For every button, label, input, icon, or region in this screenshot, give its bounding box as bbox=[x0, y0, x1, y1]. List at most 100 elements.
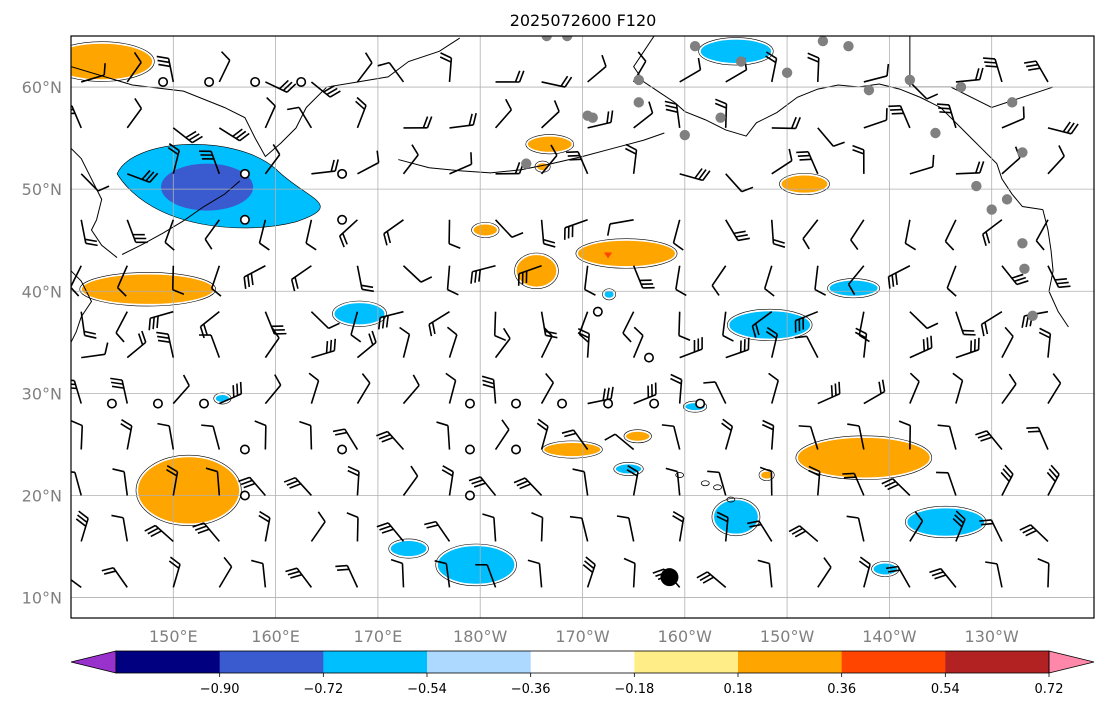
wind-barb bbox=[199, 334, 221, 358]
wind-barb bbox=[582, 556, 596, 588]
calm-wind-circle bbox=[204, 76, 215, 87]
wind-barb bbox=[696, 571, 727, 588]
calm-wind-circle bbox=[603, 398, 614, 409]
island bbox=[675, 472, 685, 478]
wind-barb bbox=[563, 219, 588, 240]
gray-station-dot bbox=[986, 204, 997, 215]
wind-barb bbox=[1047, 145, 1065, 175]
wind-barb bbox=[310, 511, 326, 542]
calm-wind-circle bbox=[198, 398, 209, 409]
wind-barb bbox=[144, 524, 174, 543]
wind-barb bbox=[201, 424, 221, 450]
wind-barb bbox=[863, 379, 886, 405]
wind-barb bbox=[441, 465, 454, 496]
wind-barb bbox=[540, 311, 558, 339]
wind-barb bbox=[311, 159, 339, 175]
wind-barb bbox=[747, 520, 773, 542]
wind-barb bbox=[494, 419, 510, 450]
wind-barb bbox=[679, 337, 703, 359]
gray-station-dot bbox=[633, 74, 644, 86]
wind-barb bbox=[399, 326, 411, 358]
wind-barb bbox=[661, 424, 681, 450]
wind-barb bbox=[254, 420, 267, 450]
anomaly-contour bbox=[698, 37, 774, 66]
wind-barb bbox=[264, 311, 287, 335]
colorbar-swatch bbox=[738, 651, 843, 673]
colorbar-swatch bbox=[530, 651, 635, 673]
wind-barb bbox=[258, 510, 271, 542]
colorbar-tick-label: 0.18 bbox=[724, 682, 753, 697]
lon-tick-label: 150°E bbox=[149, 627, 198, 646]
wind-barb bbox=[126, 51, 142, 83]
wind-barb bbox=[909, 511, 924, 542]
wind-barb bbox=[842, 472, 865, 496]
wind-barb bbox=[356, 52, 373, 83]
wind-barb bbox=[952, 510, 966, 542]
lon-tick-label: 150°W bbox=[760, 627, 815, 646]
wind-barb bbox=[807, 52, 820, 82]
wind-barb bbox=[802, 219, 819, 250]
wind-barb bbox=[569, 515, 589, 542]
anomaly-region bbox=[759, 470, 774, 480]
gray-station-dot bbox=[843, 41, 854, 52]
wind-barb bbox=[846, 515, 865, 542]
wind-barb bbox=[955, 161, 985, 175]
lat-tick-label: 60°N bbox=[22, 78, 62, 97]
lon-tick-label: 160°W bbox=[658, 627, 713, 646]
wind-barb bbox=[678, 311, 691, 342]
colorbar-swatch bbox=[219, 651, 324, 673]
wind-barb bbox=[929, 567, 957, 588]
wind-barb bbox=[672, 511, 685, 542]
wind-barb bbox=[101, 566, 128, 588]
calm-wind-circle bbox=[464, 444, 475, 455]
anomaly-contour bbox=[623, 429, 652, 444]
wind-barb bbox=[338, 219, 358, 248]
wind-barb bbox=[482, 513, 497, 542]
wind-barb bbox=[909, 311, 939, 330]
lon-tick-label: 180°W bbox=[453, 627, 508, 646]
wind-barb bbox=[909, 81, 939, 100]
wind-barb bbox=[679, 168, 711, 182]
wind-barb bbox=[721, 418, 734, 450]
gray-station-dot bbox=[541, 36, 552, 42]
wind-barb bbox=[449, 113, 477, 129]
wind-barb bbox=[377, 61, 405, 83]
wind-barb bbox=[1047, 265, 1071, 289]
gray-station-dot bbox=[1017, 238, 1028, 249]
island bbox=[713, 484, 722, 491]
wind-barb bbox=[350, 311, 362, 343]
wind-barb bbox=[210, 265, 222, 297]
wind-barb bbox=[126, 219, 148, 244]
wind-barb bbox=[290, 265, 312, 292]
coastline-layer bbox=[71, 36, 1069, 503]
gray-station-dot bbox=[633, 97, 644, 108]
gray-station-dot bbox=[863, 84, 875, 96]
wind-barb bbox=[80, 173, 110, 192]
colorbar-tick-label: 0.72 bbox=[1035, 682, 1064, 697]
wind-barb bbox=[985, 561, 1003, 588]
anomaly-core bbox=[161, 163, 254, 211]
calm-wind-circle bbox=[106, 398, 117, 409]
wind-barb bbox=[909, 154, 935, 175]
wind-barb bbox=[566, 151, 589, 175]
wind-barb bbox=[531, 512, 544, 542]
anomaly-contour bbox=[471, 222, 500, 238]
wind-barb bbox=[541, 100, 560, 129]
wind-barb bbox=[670, 373, 683, 404]
wind-barb bbox=[626, 464, 639, 496]
wind-barb bbox=[1037, 558, 1050, 588]
wind-barb bbox=[243, 265, 266, 290]
calm-wind-circle bbox=[239, 444, 250, 455]
wind-barb bbox=[722, 311, 734, 342]
calm-wind-circle bbox=[158, 76, 169, 87]
wind-barb bbox=[172, 127, 203, 144]
wind-barb bbox=[71, 265, 82, 297]
wind-barb bbox=[111, 514, 129, 542]
anomaly-contour bbox=[388, 538, 429, 559]
colorbar-tick-label: 0.54 bbox=[931, 682, 960, 697]
colorbar-tick-label: −0.36 bbox=[511, 682, 551, 697]
colorbar-swatch bbox=[945, 651, 1050, 673]
wind-barb bbox=[765, 326, 779, 358]
anomaly-contour bbox=[575, 238, 678, 269]
calm-wind-circle bbox=[239, 168, 250, 179]
